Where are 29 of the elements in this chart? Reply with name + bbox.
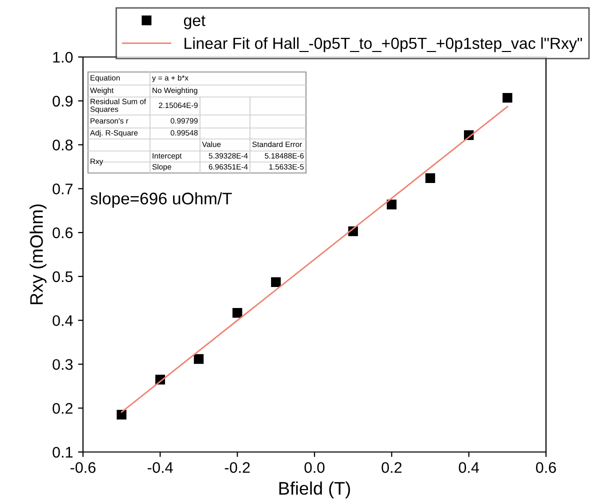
- y-tick-label: 0.3: [52, 359, 73, 370]
- legend-label: get: [184, 16, 206, 30]
- x-tick-label: -0.6: [70, 462, 96, 473]
- y-tick-label: 0.5: [52, 271, 73, 282]
- point: [194, 354, 204, 364]
- y-tick-label: 1.0: [53, 52, 73, 63]
- point: [232, 308, 242, 318]
- y-axis-title: Rxy (mOhm): [30, 204, 46, 304]
- point: [386, 200, 397, 210]
- legend-label: Linear Fit of Hall_-0p5T_to_+0p5T_+0p1step_vac l"Rxy": [184, 37, 582, 52]
- y-tick-label: 0.6: [52, 227, 73, 238]
- x-tick-label: -0.4: [148, 462, 173, 473]
- y-tick-label: 0.4: [52, 315, 73, 326]
- x-tick-label: 0.6: [536, 462, 556, 473]
- point: [425, 173, 436, 183]
- x-tick-label: 0.0: [304, 462, 325, 473]
- x-tick-label: 0.2: [382, 462, 402, 473]
- point: [502, 92, 512, 103]
- y-tick-label: 0.8: [52, 140, 73, 150]
- annotation: slope=696 uOhm/T: [90, 192, 232, 208]
- x-axis-title: Bfield (T): [279, 482, 350, 498]
- y-tick-label: 0.9: [52, 96, 73, 107]
- y-tick-label: 0.7: [52, 184, 73, 194]
- y-tick-label: 0.1: [52, 446, 73, 458]
- x-tick-label: -0.2: [224, 462, 250, 473]
- y-tick-label: 0.2: [52, 402, 73, 414]
- point: [116, 410, 126, 420]
- x-tick-label: 0.4: [458, 462, 480, 473]
- point: [271, 277, 281, 288]
